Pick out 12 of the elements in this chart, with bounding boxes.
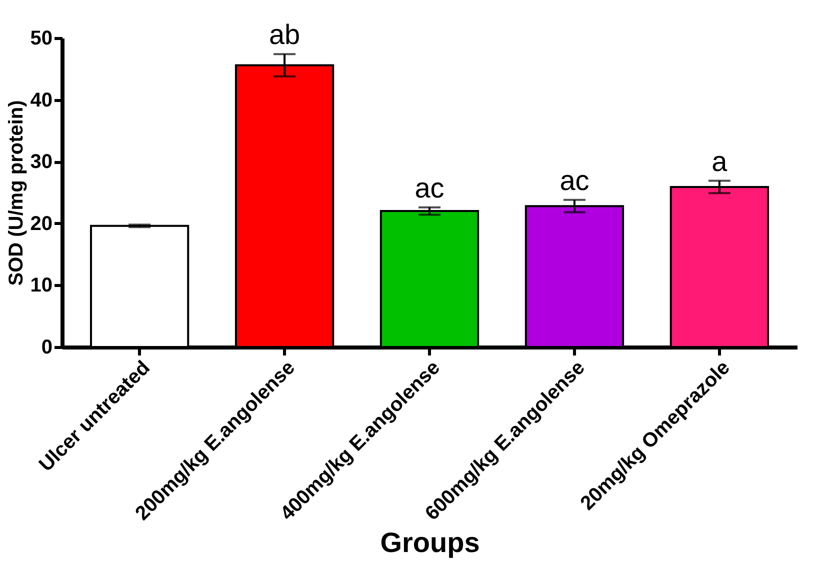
- y-tick-label: 30: [30, 151, 52, 174]
- y-tick-label: 50: [30, 28, 52, 50]
- annotation: ab: [268, 19, 300, 50]
- y-tick-label: 10: [30, 274, 52, 297]
- y-tick-label: 40: [30, 89, 52, 112]
- y-tick-label: 20: [30, 212, 52, 235]
- x-axis-title: Groups: [380, 527, 480, 558]
- annotation: ac: [414, 172, 444, 204]
- y-axis-title: SOD (U/mg protein): [5, 100, 28, 286]
- annotation: ac: [560, 164, 590, 196]
- annotation: a: [712, 146, 728, 177]
- y-tick-label: 0: [41, 336, 52, 358]
